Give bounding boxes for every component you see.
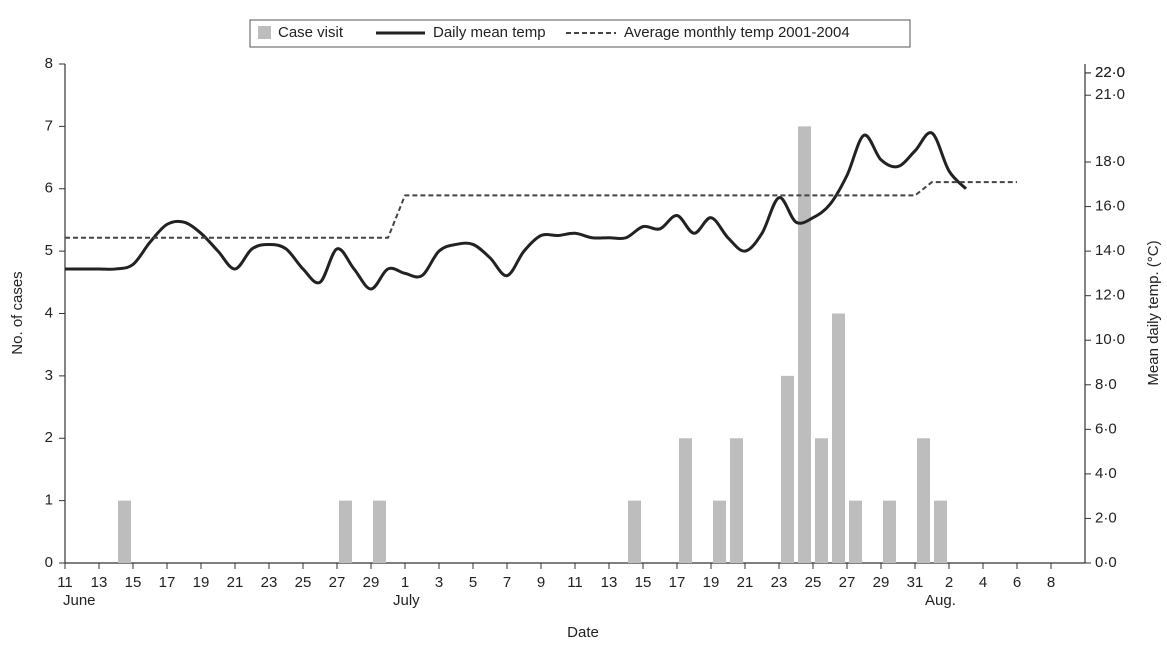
legend-label: Daily mean temp xyxy=(433,24,546,41)
bar xyxy=(798,126,811,563)
x-tick-label: 29 xyxy=(873,574,890,591)
x-tick-label: 13 xyxy=(601,574,618,591)
y-tick-label: 4 xyxy=(45,304,53,321)
x-tick-label: 19 xyxy=(703,574,720,591)
y2-tick-label: 4·0 xyxy=(1095,465,1117,482)
bar xyxy=(917,438,930,563)
bar xyxy=(628,500,641,563)
x-tick-label: 2 xyxy=(945,574,953,591)
y2-tick-label: 14·0 xyxy=(1095,242,1125,259)
line xyxy=(65,181,1017,239)
x-tick-label: 1 xyxy=(401,574,409,591)
bar xyxy=(815,438,828,563)
x-tick-label: 11 xyxy=(567,574,583,591)
x-tick-label: 25 xyxy=(295,574,312,591)
x-tick-label: 23 xyxy=(771,574,788,591)
x-tick-label: 7 xyxy=(503,574,511,591)
y-tick-label: 3 xyxy=(45,367,53,384)
x-group-label: July xyxy=(393,592,420,609)
y-tick-label: 8 xyxy=(45,55,53,72)
x-tick-label: 27 xyxy=(839,574,856,591)
x-tick-label: 17 xyxy=(669,574,686,591)
x-tick-label: 4 xyxy=(979,574,987,591)
x-tick-label: 9 xyxy=(537,574,545,591)
y2-tick-label: 0·0 xyxy=(1095,554,1117,571)
y2-tick-label: 22·0 xyxy=(1095,64,1125,81)
y2-tick-label: 8·0 xyxy=(1095,376,1117,393)
x-tick-label: 17 xyxy=(159,574,176,591)
legend-label: Case visit xyxy=(278,24,344,41)
x-tick-label: 19 xyxy=(193,574,210,591)
x-tick-label: 11 xyxy=(57,574,73,591)
x-tick-label: 23 xyxy=(261,574,278,591)
x-tick-label: 8 xyxy=(1047,574,1055,591)
legend-box xyxy=(249,19,911,48)
x-tick-label: 25 xyxy=(805,574,822,591)
x-group-label: June xyxy=(63,592,96,609)
y2-tick-label: 16·0 xyxy=(1095,198,1125,215)
y-tick-label: 6 xyxy=(45,180,53,197)
bar xyxy=(849,500,862,563)
x-tick-label: 6 xyxy=(1013,574,1021,591)
y-tick-label: 1 xyxy=(45,492,53,509)
y2-tick-label: 12·0 xyxy=(1095,287,1125,304)
y-tick-label: 2 xyxy=(45,429,53,446)
y2-tick-label: 10·0 xyxy=(1095,331,1125,348)
x-tick-label: 21 xyxy=(737,574,754,591)
x-tick-label: 15 xyxy=(635,574,652,591)
x-tick-label: 29 xyxy=(363,574,380,591)
x-axis-title: Date xyxy=(567,624,599,641)
legend-label: Average monthly temp 2001-2004 xyxy=(624,24,850,41)
x-tick-label: 15 xyxy=(125,574,142,591)
y-axis-title: No. of cases xyxy=(9,271,26,354)
y-tick-label: 5 xyxy=(45,242,53,259)
bar xyxy=(713,500,726,563)
x-group-label: Aug. xyxy=(925,592,956,609)
line xyxy=(65,131,968,291)
x-tick-label: 27 xyxy=(329,574,346,591)
y2-tick-label: 21·0 xyxy=(1095,86,1125,103)
bar xyxy=(781,375,794,563)
x-tick-label: 13 xyxy=(91,574,108,591)
x-tick-label: 31 xyxy=(907,574,924,591)
bar xyxy=(730,438,743,563)
y2-tick-label: 6·0 xyxy=(1095,420,1117,437)
x-tick-label: 5 xyxy=(469,574,477,591)
y-tick-label: 0 xyxy=(45,554,53,571)
bar xyxy=(934,500,947,563)
bar xyxy=(373,500,386,563)
x-tick-label: 21 xyxy=(227,574,244,591)
bar xyxy=(883,500,896,563)
bar xyxy=(832,313,845,563)
legend-swatch xyxy=(258,26,271,39)
y2-tick-label: 22·0 xyxy=(1095,64,1125,81)
x-tick-label: 3 xyxy=(435,574,443,591)
bar xyxy=(679,438,692,563)
y2-axis-title: Mean daily temp. (°C) xyxy=(1145,240,1162,385)
bar xyxy=(118,500,131,563)
bar xyxy=(339,500,352,563)
y-tick-label: 7 xyxy=(45,117,53,134)
y2-tick-label: 2·0 xyxy=(1095,509,1117,526)
y2-tick-label: 18·0 xyxy=(1095,153,1125,170)
